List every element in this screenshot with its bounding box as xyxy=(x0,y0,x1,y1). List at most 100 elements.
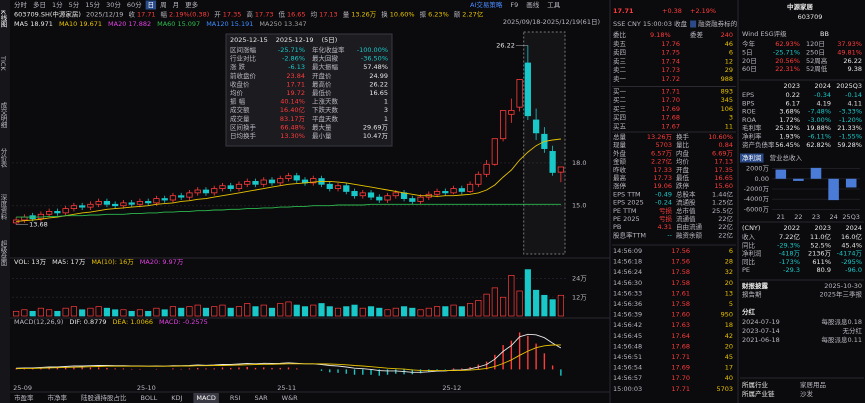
sidebar-tab[interactable]: 成交明细 xyxy=(0,101,7,130)
sidebar-tab[interactable]: 分价表 xyxy=(0,147,7,169)
indicator-tab[interactable]: BOLL xyxy=(141,394,158,402)
tooltip-range: (5日) xyxy=(322,36,338,44)
trade-time: 14:56:42 xyxy=(613,321,642,329)
fin-value: 62.82% xyxy=(806,141,831,149)
volume-bar xyxy=(293,304,300,317)
candle-body xyxy=(244,181,251,185)
annual-header: 2022 xyxy=(783,224,800,232)
annual-key: 同比 xyxy=(742,257,756,266)
tooltip-key: 上涨天数 xyxy=(312,97,339,106)
sidebar-tab[interactable]: 超级盘面 xyxy=(0,239,7,267)
indicator-tab[interactable]: 陆股通持股占比 xyxy=(81,393,127,402)
period-tab[interactable]: 月 xyxy=(173,1,180,9)
period-tab[interactable]: 15分 xyxy=(85,0,100,9)
tooltip-value: 57.48% xyxy=(363,63,388,71)
period-tab[interactable]: 日 xyxy=(148,1,155,9)
perf-key: 今年 xyxy=(742,39,756,48)
indicator-tab[interactable]: KDJ xyxy=(171,394,182,402)
candle-body xyxy=(186,192,193,198)
bar xyxy=(810,167,822,179)
period-tab[interactable]: 分时 xyxy=(14,0,28,9)
candle-body xyxy=(46,211,53,215)
field-value: 17.71 xyxy=(137,11,156,19)
trade-price: 17.56 xyxy=(671,247,690,255)
ob-volume: 46 xyxy=(725,40,733,48)
stat-key: 流通股 xyxy=(676,198,696,207)
field-value: 13.26万 xyxy=(351,11,377,19)
perf-key: 20日 xyxy=(742,57,757,65)
stat-value: 17.73 xyxy=(653,174,672,182)
trade-time: 15:00:03 xyxy=(613,385,642,393)
period-tab[interactable]: 多日 xyxy=(33,0,46,9)
chart-tab[interactable]: 营业总收入 xyxy=(770,153,803,162)
stat-value: 6.69万 xyxy=(712,149,733,157)
volume-bar xyxy=(37,307,44,317)
period-tab[interactable]: 5分 xyxy=(69,0,80,9)
indicator-tab[interactable]: 市盈率 xyxy=(14,393,34,402)
tooltip-key: 平盘天数 xyxy=(312,114,339,123)
trade-volume: 32 xyxy=(725,268,733,276)
tooltip-value: -36.50% xyxy=(361,55,388,63)
period-tab[interactable]: 周 xyxy=(160,1,167,9)
volume-bar xyxy=(29,310,36,317)
period-tab[interactable]: 更多 xyxy=(185,0,199,9)
chart-tab[interactable]: 净利润 xyxy=(742,153,762,162)
volume-bar xyxy=(211,306,218,317)
volume-bar xyxy=(376,307,383,317)
report-key: 财报披露 xyxy=(742,281,769,290)
tool-button[interactable]: 工具 xyxy=(547,1,561,9)
candle-body xyxy=(169,195,177,201)
volume-bar xyxy=(235,306,243,317)
volume-bar xyxy=(500,296,507,317)
field-value: 16.65 xyxy=(287,11,306,19)
tool-button[interactable]: F9 xyxy=(510,1,518,9)
fin-key: EPS xyxy=(742,91,754,99)
period-tab[interactable]: 30分 xyxy=(106,0,121,9)
period-tab[interactable]: 60分 xyxy=(127,0,142,9)
candle-body xyxy=(268,179,276,184)
stat-value: 2.27亿 xyxy=(651,157,672,166)
sidebar-tab[interactable]: K线图 xyxy=(0,10,7,28)
sidebar-tab[interactable]: 深度资料 xyxy=(0,193,7,222)
ma-value: 18.971 xyxy=(30,20,53,28)
candle-body xyxy=(227,185,234,189)
annotation: 13.68 xyxy=(29,221,48,229)
field-label: 量 xyxy=(343,11,350,19)
volume-bar xyxy=(417,309,424,317)
dividend-date: 2023-07-14 xyxy=(742,327,780,335)
fin-key: 毛利率 xyxy=(742,123,762,132)
indicator-tab[interactable]: W&R xyxy=(282,394,298,402)
tooltip-value: 1 xyxy=(384,98,388,106)
legend-item: MACD: -0.2575 xyxy=(159,318,208,326)
volume-bar xyxy=(450,304,457,317)
indicator-tab[interactable]: 市净率 xyxy=(48,393,68,402)
volume-bar xyxy=(178,307,185,317)
trade-price: 17.56 xyxy=(671,258,690,266)
volume-bar xyxy=(359,307,366,317)
ob-volume: 6 xyxy=(729,49,733,57)
perf-value: 49.81% xyxy=(837,48,862,56)
field-value: 17.73 xyxy=(255,11,274,19)
field-label: 低 xyxy=(278,10,285,19)
field-label: 高 xyxy=(246,10,253,19)
tool-button[interactable]: 画线 xyxy=(526,0,540,9)
annual-key: 净利润 xyxy=(742,249,762,258)
indicator-tab[interactable]: MACD xyxy=(196,394,215,402)
period-tab[interactable]: 1分 xyxy=(52,0,63,9)
tool-button[interactable]: AI交易策略 xyxy=(470,0,503,9)
indicator-tab[interactable]: SAR xyxy=(254,394,268,402)
fin-value: 1.93% xyxy=(779,133,800,141)
sidebar-tab[interactable]: TICK xyxy=(0,55,7,71)
candle-body xyxy=(54,211,61,214)
active-tab xyxy=(193,393,219,403)
tooltip-key: 成交额 xyxy=(230,105,250,114)
candle-body xyxy=(62,208,69,214)
stat-value: 6.57万 xyxy=(651,149,672,157)
tooltip-range: 2025-12-19 xyxy=(276,36,314,44)
indicator-tab[interactable]: RSI xyxy=(230,394,241,402)
candle-body xyxy=(417,196,424,202)
ma-value: 15.191 xyxy=(231,20,254,28)
bar xyxy=(775,169,787,179)
stat-key: 总市值 xyxy=(676,206,696,215)
candle-body xyxy=(532,119,540,134)
